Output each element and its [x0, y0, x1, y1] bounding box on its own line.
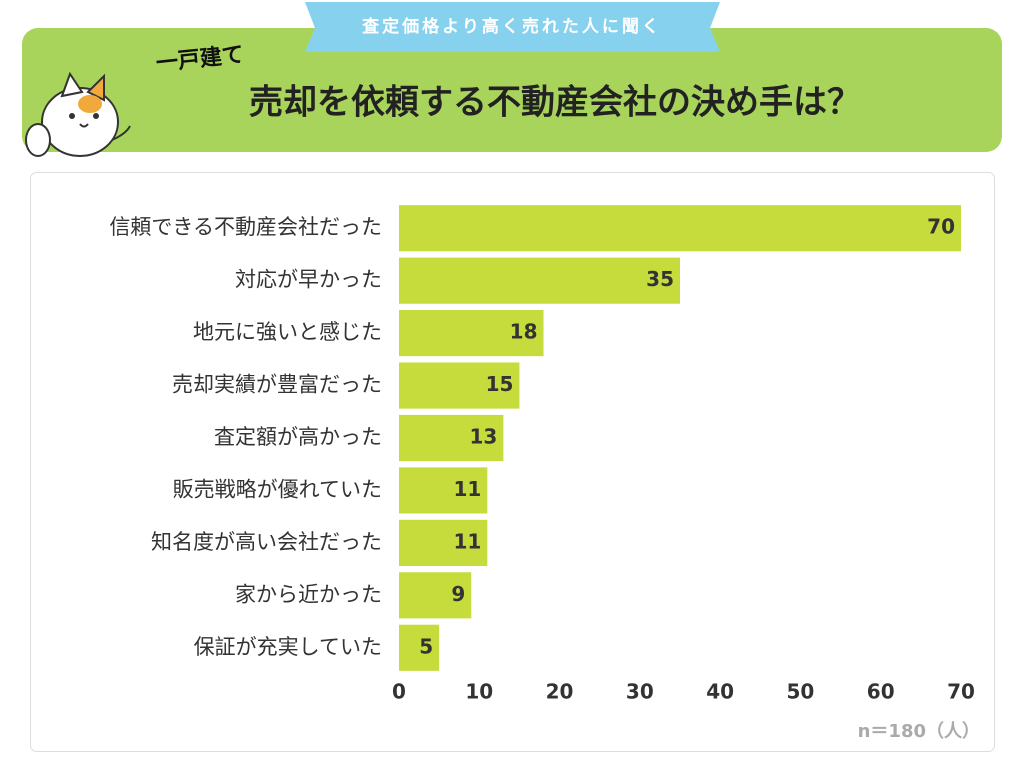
bar [399, 205, 961, 252]
bar [399, 467, 488, 514]
y-tick-label: 信頼できる不動産会社だった [109, 215, 382, 239]
mascot [25, 71, 131, 157]
bar [399, 310, 544, 357]
x-tick-label: 10 [465, 680, 493, 704]
x-tick-label: 20 [546, 680, 574, 704]
chart-title: 売却を依頼する不動産会社の決め手は？ [249, 83, 861, 123]
header-band [22, 28, 1002, 152]
y-tick-label: 保証が充実していた [194, 635, 382, 659]
value-label: 13 [470, 425, 498, 449]
sample-note: n＝180（人） [858, 721, 980, 742]
value-label: 35 [646, 267, 674, 291]
value-label: 11 [453, 529, 481, 553]
x-tick-label: 70 [947, 680, 975, 704]
plot: 0 10 20 30 40 50 60 70 信頼できる不動産会社だった 70 対応が早かった 35 地… [109, 205, 975, 704]
y-tick-label: 査定額が高かった [214, 425, 382, 449]
bar [399, 572, 472, 619]
y-tick-label: 地元に強いと感じた [193, 320, 382, 344]
chart-panel [30, 172, 995, 752]
x-tick-label: 60 [867, 680, 895, 704]
value-label: 70 [927, 215, 955, 239]
x-tick-label: 50 [787, 680, 815, 704]
bar [399, 257, 680, 304]
x-tick-label: 40 [706, 680, 734, 704]
value-label: 18 [510, 320, 538, 344]
y-tick-label: 販売戦略が優れていた [173, 477, 382, 501]
banner-shape [305, 2, 720, 52]
bar [399, 519, 488, 566]
y-tick-label: 家から近かった [235, 582, 382, 606]
value-label: 15 [486, 372, 514, 396]
x-tick-label: 30 [626, 680, 654, 704]
x-tick-label: 0 [392, 680, 406, 704]
value-label: 11 [453, 477, 481, 501]
y-tick-label: 対応が早かった [235, 268, 382, 292]
value-label: 5 [419, 634, 433, 658]
value-label: 9 [451, 582, 465, 606]
bar [399, 414, 504, 462]
bar [399, 362, 520, 409]
banner-text: 査定価格より高く売れた人に聞く [361, 16, 662, 37]
y-tick-label: 売却実績が豊富だった [172, 373, 382, 397]
y-tick-label: 知名度が高い会社だった [151, 530, 382, 554]
bar [399, 624, 440, 671]
